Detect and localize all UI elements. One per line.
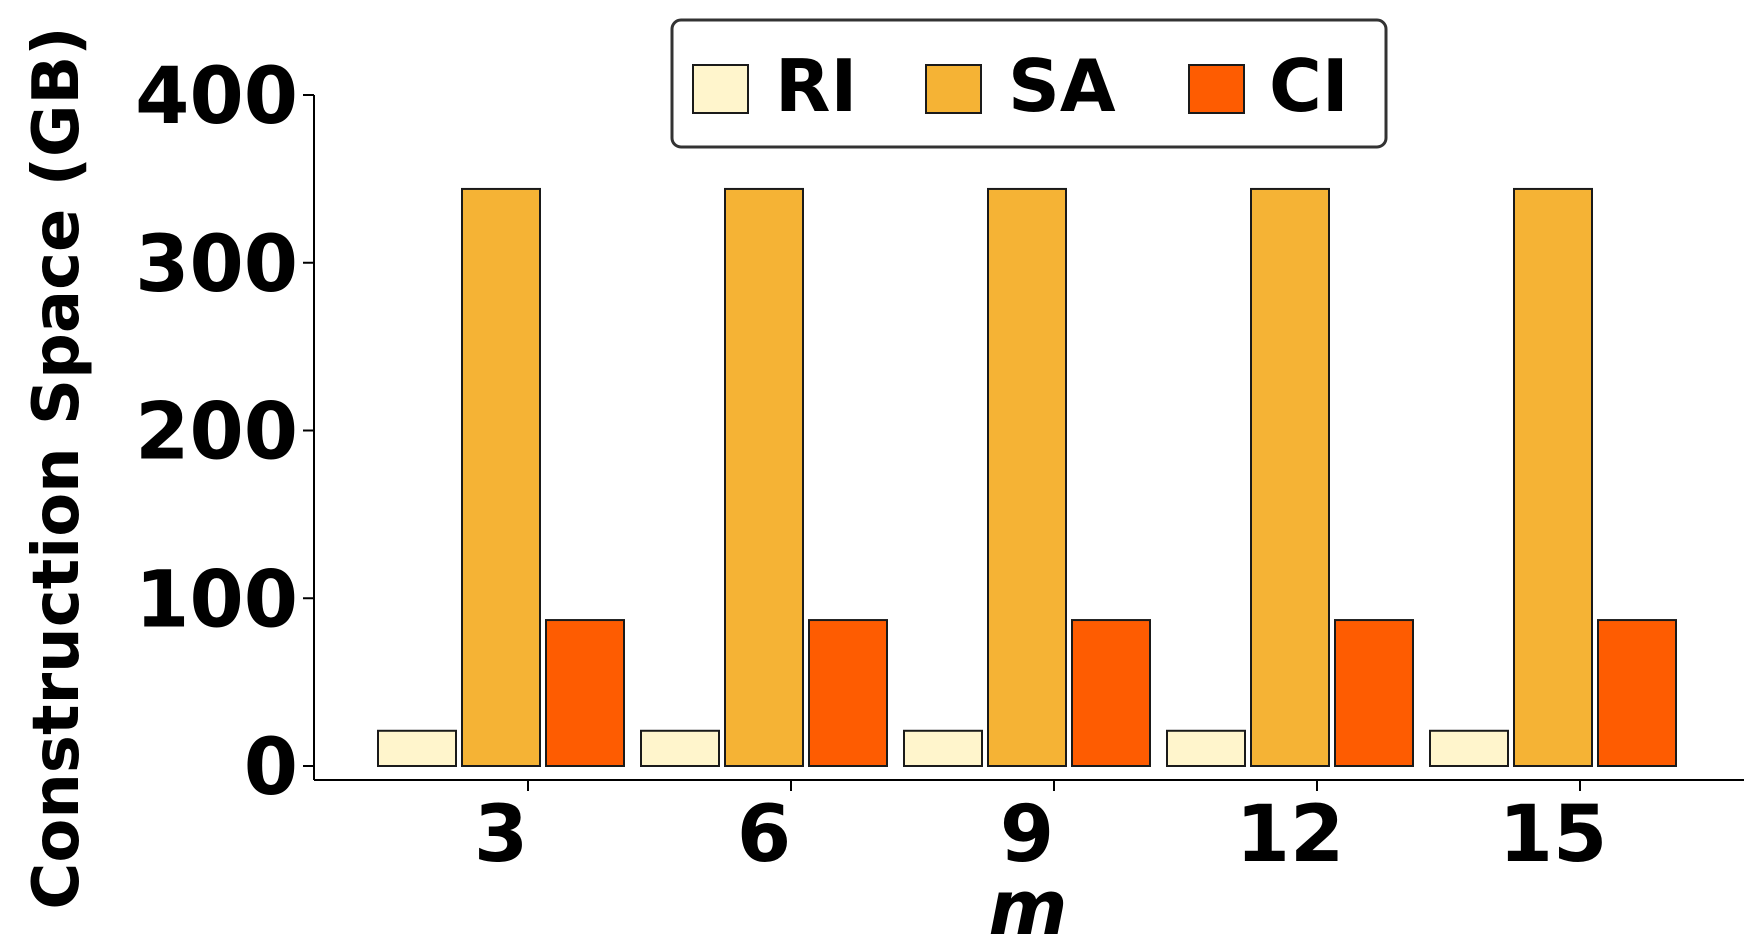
bar-sa-9 <box>987 187 1067 767</box>
legend: RI SA CI <box>670 18 1388 149</box>
bar-sa-12 <box>1250 187 1330 767</box>
bar-ri-12 <box>1166 729 1246 768</box>
legend-label-sa: SA <box>1008 44 1116 128</box>
legend-swatch-ri <box>692 64 749 114</box>
bars <box>377 187 1677 768</box>
bar-ci-12 <box>1334 619 1414 767</box>
y-axis-title: Construction Space (GB) <box>20 26 94 909</box>
legend-label-ci: CI <box>1269 44 1349 128</box>
y-tick-label: 100 <box>135 555 298 645</box>
bar-ci-3 <box>545 619 625 767</box>
y-ticks: 0 100 200 300 400 <box>135 52 314 813</box>
bar-ri-15 <box>1429 729 1509 768</box>
x-tick-label: 9 <box>1000 790 1054 880</box>
y-tick-label: 400 <box>135 52 298 142</box>
legend-frame <box>670 18 1388 149</box>
bar-sa-15 <box>1513 187 1593 767</box>
bar-ci-6 <box>808 619 888 767</box>
y-tick-label: 200 <box>135 388 298 478</box>
x-ticks: 3 6 9 12 15 <box>474 780 1607 880</box>
y-tick-label: 300 <box>135 220 298 310</box>
bar-ci-15 <box>1597 619 1677 767</box>
legend-label-ri: RI <box>775 44 857 128</box>
bar-ri-3 <box>377 729 457 768</box>
bar-sa-6 <box>724 187 804 767</box>
x-axis-title: m <box>988 863 1067 951</box>
x-tick-label: 15 <box>1499 790 1608 880</box>
legend-swatch-sa <box>925 64 982 114</box>
bar-ri-9 <box>903 729 983 768</box>
y-tick-label: 0 <box>244 723 298 813</box>
bar-ri-6 <box>640 729 720 768</box>
bar-sa-3 <box>461 187 541 767</box>
x-tick-label: 6 <box>737 790 791 880</box>
bar-ci-9 <box>1071 619 1151 767</box>
x-tick-label: 3 <box>474 790 528 880</box>
x-tick-label: 12 <box>1236 790 1345 880</box>
legend-swatch-ci <box>1188 64 1245 114</box>
